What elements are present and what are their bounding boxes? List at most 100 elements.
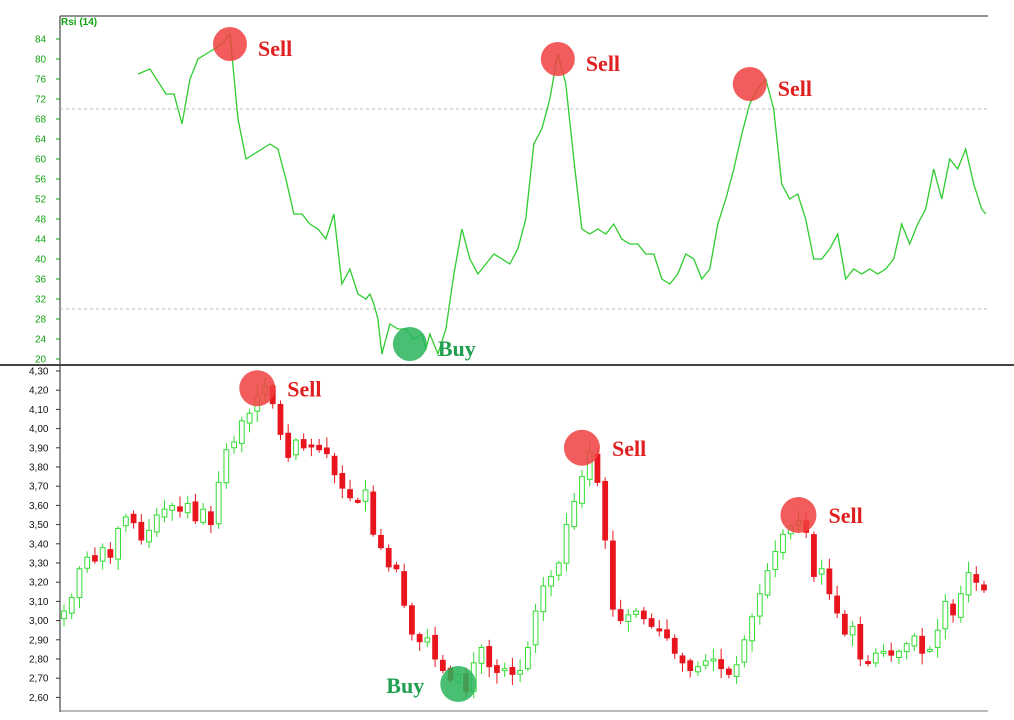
candle-up (780, 533, 786, 553)
candle-down (679, 655, 686, 664)
rsi-tick-label: 76 (35, 75, 47, 86)
rsi-title: Rsi (14) (61, 17, 97, 28)
price-tick-label: 2,90 (29, 635, 49, 646)
candle-down (841, 613, 848, 635)
candle-up (548, 575, 554, 587)
price-tick-label: 4,10 (29, 405, 49, 416)
price-panel: 2,60 2,70 2,80 2,90 3,00 3,10 3,20 3,30 3,40 3,50… (29, 366, 988, 712)
candle-down (432, 634, 438, 660)
rsi-guides (60, 108, 988, 310)
rsi-tick-label: 72 (35, 95, 47, 106)
rsi-tick-label: 52 (35, 195, 47, 206)
price-tick-label: 4,00 (29, 424, 49, 435)
candle-up (424, 637, 431, 643)
candle-up (942, 600, 949, 630)
candle-down (725, 668, 732, 675)
rsi-tick-label: 36 (35, 275, 47, 286)
candle-down (401, 571, 408, 606)
sell-label: Sell (778, 76, 812, 101)
candle-up (540, 585, 547, 613)
sell-marker (239, 370, 276, 407)
candle-down (316, 444, 323, 451)
candle-down (656, 628, 663, 632)
rsi-tick-label: 24 (35, 335, 47, 346)
candle-down (354, 499, 361, 503)
rsi-tick-label: 28 (35, 315, 47, 326)
candle-up (733, 664, 740, 677)
sell-marker (212, 27, 247, 61)
candle-up (231, 441, 237, 449)
candle-down (393, 564, 400, 570)
price-tick-label: 3,80 (29, 463, 49, 474)
candle-up (957, 593, 964, 618)
candle-up (695, 666, 701, 673)
price-tick-label: 3,20 (29, 578, 49, 589)
price-tick-label: 3,90 (29, 443, 49, 454)
candle-up (555, 562, 562, 576)
rsi-tick-label: 64 (35, 135, 47, 146)
candle-down (92, 555, 98, 562)
candle-up (200, 508, 207, 523)
candle-down (385, 547, 392, 568)
price-tick-label: 3,70 (29, 482, 49, 493)
candle-up (625, 614, 632, 622)
sell-label: Sell (287, 376, 321, 401)
price-tick-label: 2,60 (29, 693, 49, 704)
candle-down (416, 634, 423, 643)
candle-up (122, 516, 129, 527)
candle-down (664, 629, 670, 639)
candle-up (749, 616, 755, 642)
candle-up (478, 646, 485, 664)
candle-up (880, 650, 887, 654)
candle-down (857, 624, 864, 660)
candle-up (246, 412, 253, 424)
candle-down (177, 506, 183, 512)
candle-up (872, 652, 879, 664)
candle-up (84, 556, 91, 569)
candle-up (896, 650, 902, 659)
candle-down (285, 432, 292, 458)
candle-up (517, 670, 524, 675)
candle-down (834, 595, 841, 614)
candle-up (223, 449, 230, 484)
candle-up (563, 524, 570, 564)
candle-down (138, 521, 145, 541)
rsi-tick-label: 20 (35, 355, 47, 366)
candle-up (633, 610, 639, 615)
candle-up (903, 643, 910, 653)
candle-down (610, 540, 616, 610)
candle-down (130, 513, 137, 524)
candle-down (865, 661, 871, 665)
rsi-tick-label: 84 (35, 35, 47, 46)
candle-down (207, 511, 214, 526)
candle-up (76, 568, 83, 599)
candle-up (169, 504, 176, 511)
buy-marker (392, 327, 427, 361)
candle-down (509, 666, 516, 675)
price-tick-label: 3,10 (29, 597, 49, 608)
price-tick-label: 2,70 (29, 674, 49, 685)
sell-marker (563, 429, 600, 466)
rsi-y-ticks: 20 24 28 32 36 40 44 48 52 56 60 64 68 72 76 80 84 (35, 35, 60, 366)
sell-label: Sell (258, 36, 292, 61)
candle-down (648, 618, 655, 627)
candle-down (308, 444, 315, 448)
candle-up (934, 629, 941, 648)
buy-label: Buy (386, 673, 424, 698)
candle-down (826, 568, 833, 595)
sell-marker (540, 42, 575, 76)
candle-up (146, 529, 152, 543)
price-annotations: Sell Sell Sell Buy (239, 370, 863, 702)
candle-down (277, 403, 284, 435)
price-tick-label: 3,30 (29, 559, 49, 570)
candle-up (818, 568, 825, 575)
candle-up (849, 625, 856, 636)
rsi-tick-label: 32 (35, 295, 47, 306)
candle-up (965, 572, 972, 596)
candle-down (640, 610, 647, 620)
candle-up (764, 570, 771, 596)
candle-down (811, 534, 817, 577)
rsi-tick-label: 68 (35, 115, 47, 126)
candle-down (888, 650, 895, 656)
rsi-panel: Rsi (14) 20 24 28 32 36 40 44 48 52 56 60 64 68 72 76 8… (35, 15, 988, 366)
